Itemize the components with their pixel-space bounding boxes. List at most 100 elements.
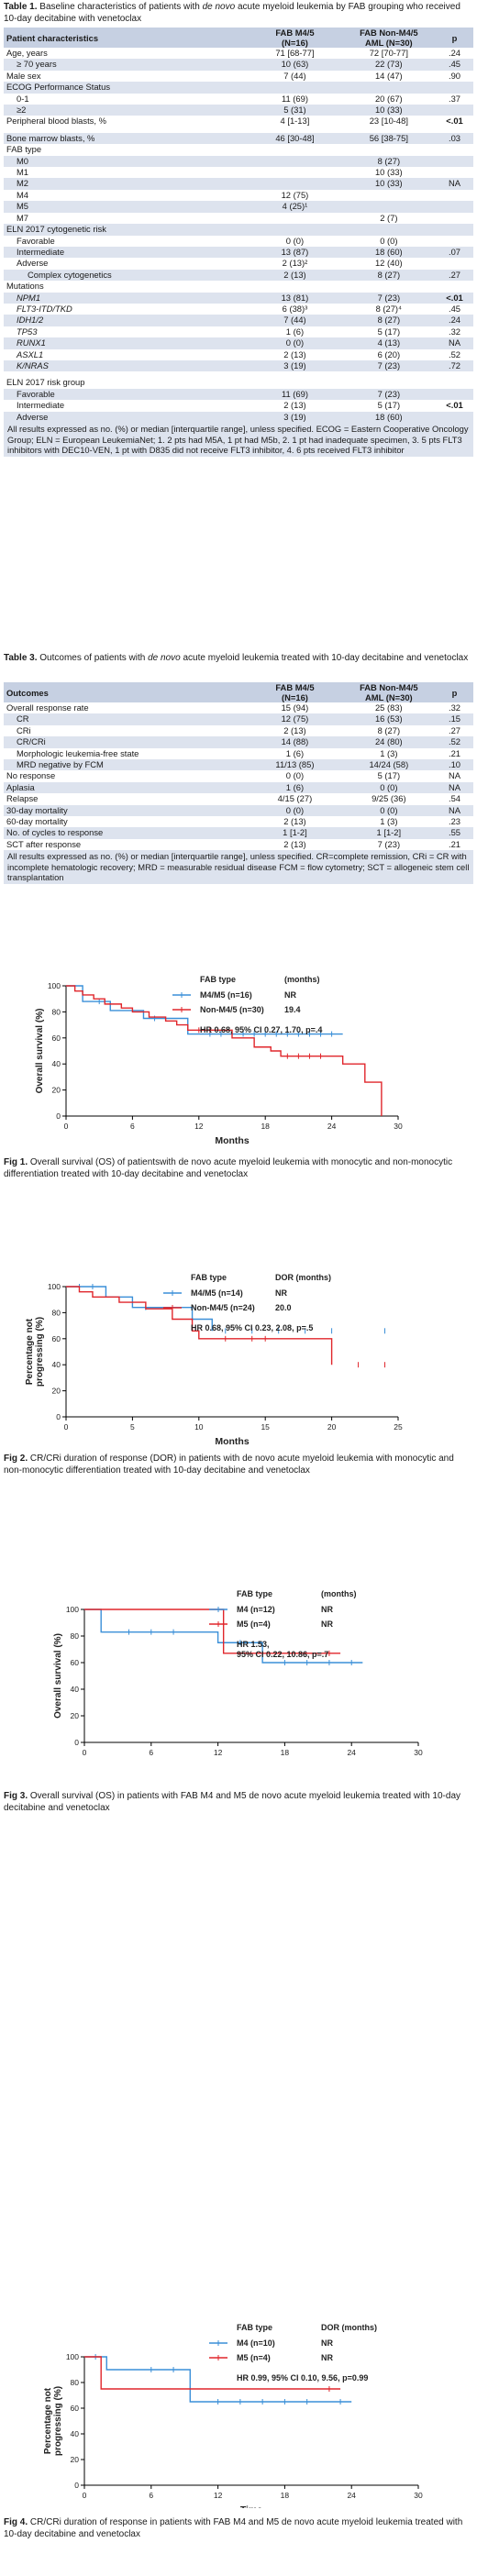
x-tick-label: 0 (64, 1422, 69, 1432)
cell-value: 10 (33) (374, 105, 403, 116)
legend-subtitle: FAB type (237, 1589, 272, 1598)
row-label: TP53 (17, 326, 38, 337)
hazard-ratio-text: HR 1.53, (237, 1640, 270, 1649)
cell-value (342, 144, 436, 155)
legend-series-label: M4 (n=12) (237, 1605, 275, 1614)
row-label: Relapse (6, 793, 39, 804)
p-value (436, 144, 473, 155)
table-row: Bone marrow blasts, % 46 [30-48] 56 [38-75… (4, 132, 473, 145)
y-tick-label: 20 (71, 2455, 80, 2464)
p-value (436, 412, 473, 423)
cell-value: 5 (17) (377, 326, 401, 337)
table1-label: Table 1. (4, 2, 38, 12)
legend-series-label: Non-M4/5 (n=30) (200, 1005, 264, 1014)
y-tick-label: 20 (52, 1086, 61, 1095)
cell-value: 14/24 (58) (369, 759, 409, 770)
cell-value: 10 (33) (374, 178, 403, 189)
y-tick-label: 80 (52, 1007, 61, 1016)
row-label: M0 (17, 155, 29, 166)
p-value: <.01 (446, 116, 463, 127)
cell-value: 2 (13) (283, 400, 306, 411)
cell-value: 8 (27) (377, 155, 401, 166)
p-value (436, 190, 473, 201)
cell-value: 1 [1-2] (376, 827, 402, 838)
cell-value: 25 (83) (374, 702, 403, 713)
p-value: NA (449, 804, 461, 815)
y-tick-label: 20 (71, 1711, 80, 1720)
cell-value: 0 (0) (380, 804, 398, 815)
row-label: No response (6, 770, 56, 781)
cell-value: 8 (27) (377, 269, 401, 280)
table-row: 30-day mortality 0 (0) 0 (0) NA (4, 804, 473, 817)
table-row: FAB type (4, 144, 473, 155)
cell-value: 1 (3) (380, 747, 398, 758)
table-row: Favorable 11 (69) 7 (23) (4, 388, 473, 401)
p-value (436, 236, 473, 247)
hazard-ratio-text: HR 0.99, 95% CI 0.10, 9.56, p=0.99 (237, 2373, 368, 2383)
cell-value (342, 201, 436, 212)
x-tick-label: 12 (194, 1122, 204, 1131)
table-row: ≥2 5 (31) 10 (33) (4, 105, 473, 116)
p-value: .54 (448, 793, 461, 804)
cell-value: 7 (23) (377, 359, 401, 370)
row-label: No. of cycles to response (6, 827, 104, 838)
row-label: SCT after response (6, 838, 82, 849)
table3-footnote: All results expressed as no. (%) or medi… (4, 850, 473, 885)
table-spacer (4, 127, 473, 133)
table-row: ≥ 70 years 10 (63) 22 (73) .45 (4, 59, 473, 71)
row-label: ELN 2017 cytogenetic risk (6, 224, 106, 235)
figure-2-chart: 0 20 40 60 80 100 0 5 10 15 20 25 Percentage not prog… (25, 1263, 403, 1447)
table-row: MRD negative by FCM 11/13 (85) 14/24 (58).… (4, 759, 473, 771)
fig3-caption-label: Fig 3. (4, 1791, 28, 1801)
y-tick-label: 40 (52, 1360, 61, 1369)
cell-value (248, 144, 341, 155)
row-label: M4 (17, 189, 29, 200)
p-value: .21 (448, 747, 461, 758)
cell-value: 7 (23) (377, 388, 401, 399)
km-curve-series-1 (66, 985, 343, 1035)
x-tick-label: 20 (327, 1422, 337, 1432)
table1-title-italic: de novo (202, 2, 236, 12)
row-label: Favorable (17, 235, 55, 246)
p-value: .45 (448, 303, 461, 314)
column-header: Patient characteristics (6, 32, 99, 43)
cell-value (248, 82, 341, 93)
row-label: M2 (17, 178, 29, 189)
table-row: ASXL1 2 (13) 6 (20) .52 (4, 349, 473, 360)
x-tick-label: 15 (261, 1422, 270, 1432)
table3: Outcomes FAB M4/5 (N=16) FAB Non-M4/5 AML … (0, 682, 473, 885)
table-row: Age, years 71 [68-77] 72 [70-77] .24 (4, 48, 473, 59)
cell-value (342, 224, 436, 235)
p-value: .07 (448, 246, 461, 257)
cell-value: 4/15 (27) (277, 793, 313, 804)
legend-series-label: M4 (n=10) (237, 2338, 275, 2348)
figure-1: 0 20 40 60 80 100 0 6 12 18 24 30 Overall survival (… (0, 965, 477, 1151)
table-row: M2 10 (33) NA (4, 178, 473, 190)
legend-title: de novoAML (237, 2320, 287, 2322)
cell-value: 0 (0) (380, 781, 398, 792)
p-value (436, 213, 473, 224)
cell-value: 0 (0) (285, 337, 305, 348)
p-value: .10 (448, 759, 461, 770)
p-value: <.01 (446, 292, 463, 303)
p-value: <.01 (446, 400, 463, 411)
cell-value: 2 (13) (283, 838, 306, 849)
y-tick-label: 40 (71, 1685, 80, 1694)
cell-value (248, 156, 341, 167)
cell-value: 11 (69) (281, 93, 308, 104)
y-axis-label: Overall survival (%) (53, 1633, 63, 1719)
table3-title-post: acute myeloid leukemia treated with 10-d… (183, 653, 469, 663)
row-label: 0-1 (17, 93, 29, 104)
table-row: K/NRAS 3 (19) 7 (23) .72 (4, 359, 473, 372)
cell-value: 5 (31) (283, 105, 306, 116)
table-spacer (4, 371, 473, 378)
row-label: Morphologic leukemia-free state (17, 747, 139, 758)
legend-median-value: 19.4 (284, 1005, 301, 1014)
table-row: 60-day mortality 2 (13) 1 (3) .23 (4, 816, 473, 827)
y-axis-label: progressing (%) (35, 1317, 45, 1387)
x-tick-label: 6 (149, 1748, 153, 1757)
cell-value: 2 (13)² (282, 258, 308, 269)
x-tick-label: 12 (214, 1748, 223, 1757)
x-tick-label: 18 (281, 2491, 290, 2500)
row-label: CR/CRi (17, 736, 46, 747)
